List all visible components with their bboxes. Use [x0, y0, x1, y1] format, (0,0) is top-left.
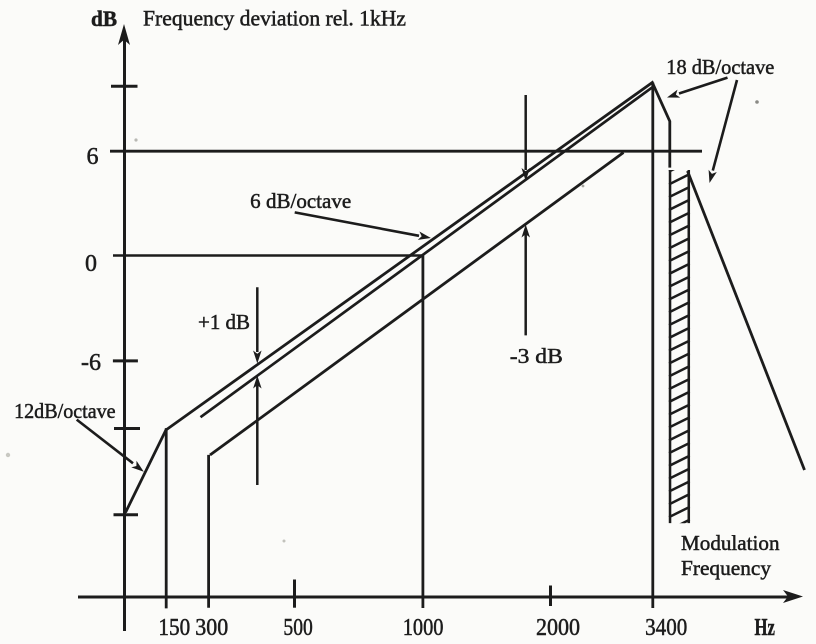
svg-text:3400: 3400 — [645, 615, 687, 641]
svg-text:150: 150 — [158, 615, 190, 641]
svg-text:300: 300 — [195, 615, 228, 641]
svg-text:-6: -6 — [81, 350, 101, 376]
svg-text:18 dB/octave: 18 dB/octave — [666, 55, 774, 79]
svg-text:Frequency: Frequency — [681, 556, 771, 580]
svg-text:-3 dB: -3 dB — [510, 344, 563, 368]
svg-text:12dB/octave: 12dB/octave — [14, 399, 116, 423]
svg-text:0: 0 — [85, 251, 97, 277]
svg-text:Frequency deviation rel. 1kHz: Frequency deviation rel. 1kHz — [143, 6, 406, 31]
svg-text:2000: 2000 — [536, 615, 580, 641]
svg-text:Hz: Hz — [755, 615, 776, 641]
svg-text:6 dB/octave: 6 dB/octave — [250, 189, 351, 213]
svg-text:+1 dB: +1 dB — [198, 310, 250, 334]
svg-text:Modulation: Modulation — [681, 531, 780, 555]
svg-text:6: 6 — [87, 144, 99, 170]
svg-text:1000: 1000 — [403, 615, 444, 641]
svg-text:500: 500 — [283, 615, 312, 641]
svg-text:dB: dB — [91, 6, 117, 31]
